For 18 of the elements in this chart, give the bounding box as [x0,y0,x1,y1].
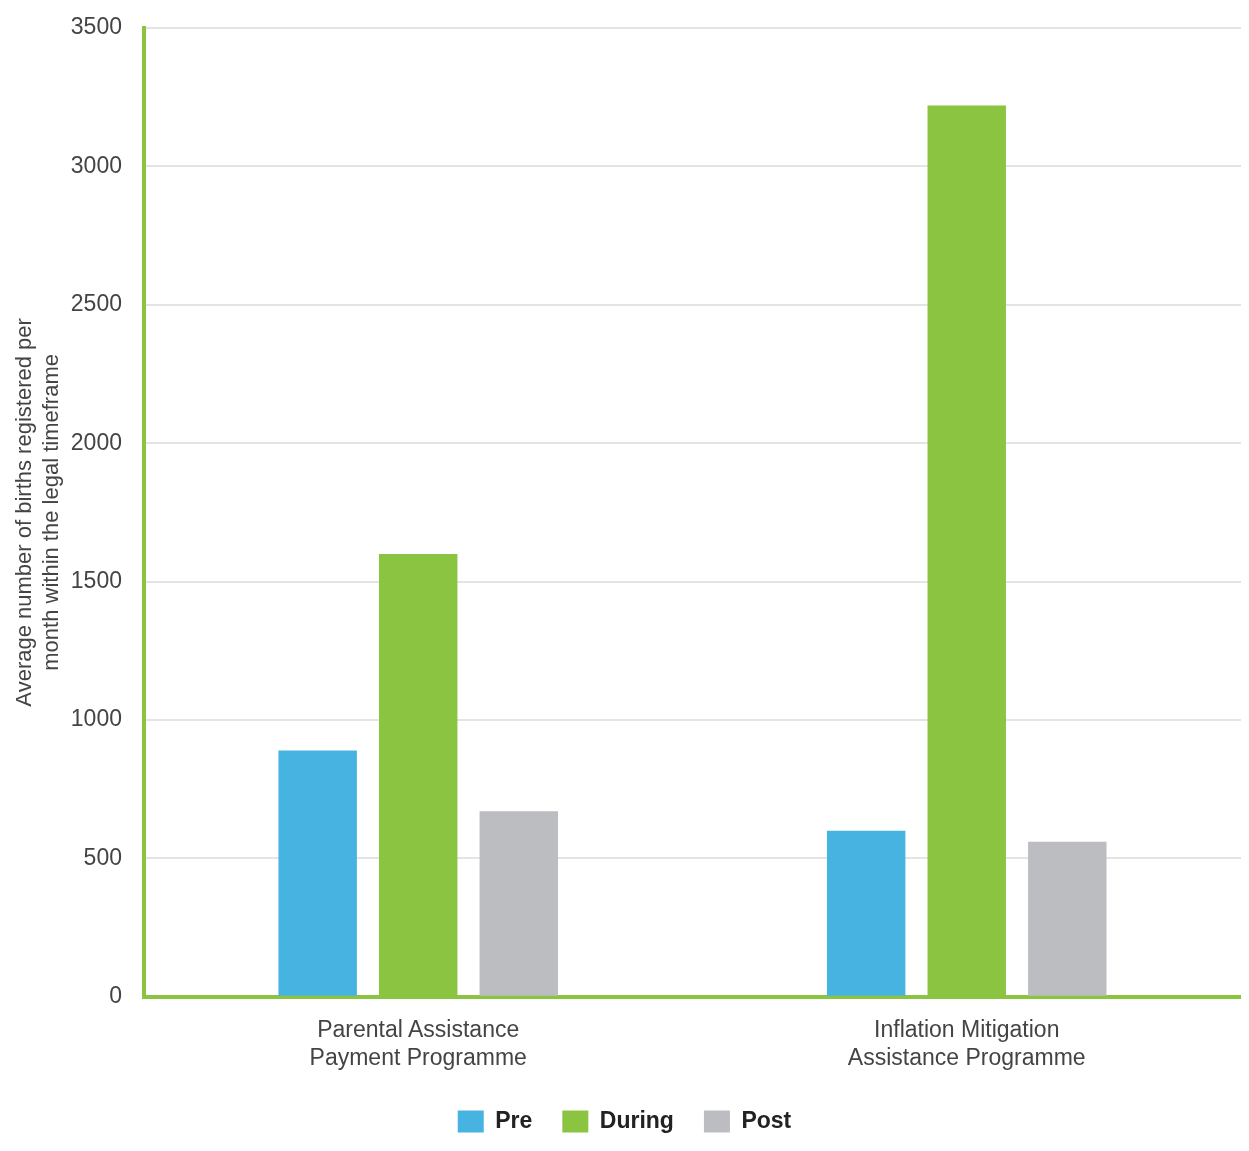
y-tick-label: 1000 [70,705,122,732]
legend-label: Post [741,1106,792,1133]
y-tick-label: 500 [83,843,122,870]
bar [826,830,906,996]
x-tick-label: Parental Assistance Payment Programme [309,1015,527,1070]
y-tick-label: 2000 [70,428,122,455]
bar [1028,841,1107,996]
legend-label: During [599,1106,674,1133]
y-tick-label: 3500 [70,13,122,40]
y-tick-label: 3000 [70,151,122,178]
bar [278,750,357,996]
y-tick-label: 2500 [70,290,122,317]
y-tick-label: 0 [109,982,122,1009]
y-axis-title: Average number of births registered per month within the legal timeframe [11,318,63,707]
y-tick-label: 1500 [70,566,122,593]
x-tick-label: Inflation Mitigation Assistance Programme [847,1015,1086,1070]
legend-label: Pre [495,1106,533,1133]
bar [479,811,559,996]
